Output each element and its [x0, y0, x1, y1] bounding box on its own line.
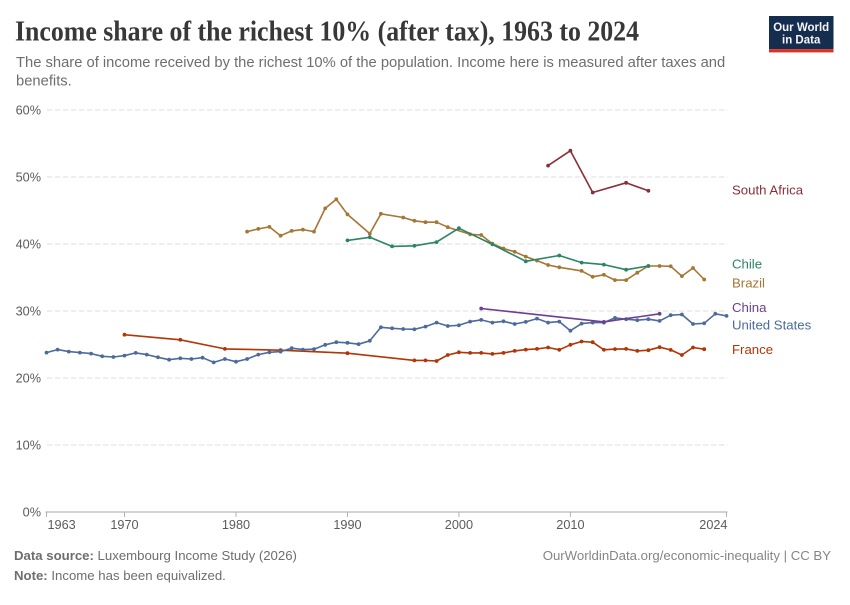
svg-text:20%: 20%: [16, 372, 41, 386]
svg-text:1970: 1970: [110, 518, 138, 532]
svg-text:Income share of the richest 10: Income share of the richest 10% (after t…: [15, 17, 639, 48]
svg-text:1980: 1980: [222, 518, 250, 532]
svg-text:France: France: [732, 342, 773, 357]
svg-text:Brazil: Brazil: [732, 276, 765, 291]
svg-text:China: China: [732, 300, 767, 315]
svg-text:30%: 30%: [16, 305, 41, 319]
svg-text:The share of income received b: The share of income received by the rich…: [16, 55, 725, 71]
svg-text:60%: 60%: [16, 104, 41, 118]
svg-text:2000: 2000: [445, 518, 473, 532]
svg-text:benefits.: benefits.: [16, 74, 72, 90]
svg-text:in Data: in Data: [782, 34, 821, 46]
svg-text:0%: 0%: [23, 506, 41, 520]
svg-text:50%: 50%: [16, 171, 41, 185]
svg-text:South Africa: South Africa: [732, 183, 804, 198]
svg-text:1990: 1990: [333, 518, 361, 532]
svg-text:Note: Income has been equivali: Note: Income has been equivalized.: [14, 568, 226, 583]
svg-text:OurWorldinData.org/economic-in: OurWorldinData.org/economic-inequality |…: [543, 548, 832, 563]
svg-text:Data source: Luxembourg Income: Data source: Luxembourg Income Study (20…: [14, 548, 297, 563]
svg-text:Chile: Chile: [732, 257, 762, 272]
svg-text:2024: 2024: [699, 518, 727, 532]
svg-text:10%: 10%: [16, 439, 41, 453]
svg-text:40%: 40%: [16, 238, 41, 252]
svg-text:2010: 2010: [556, 518, 584, 532]
svg-text:Our World: Our World: [773, 22, 829, 34]
svg-text:1963: 1963: [48, 518, 76, 532]
svg-text:United States: United States: [732, 318, 812, 333]
